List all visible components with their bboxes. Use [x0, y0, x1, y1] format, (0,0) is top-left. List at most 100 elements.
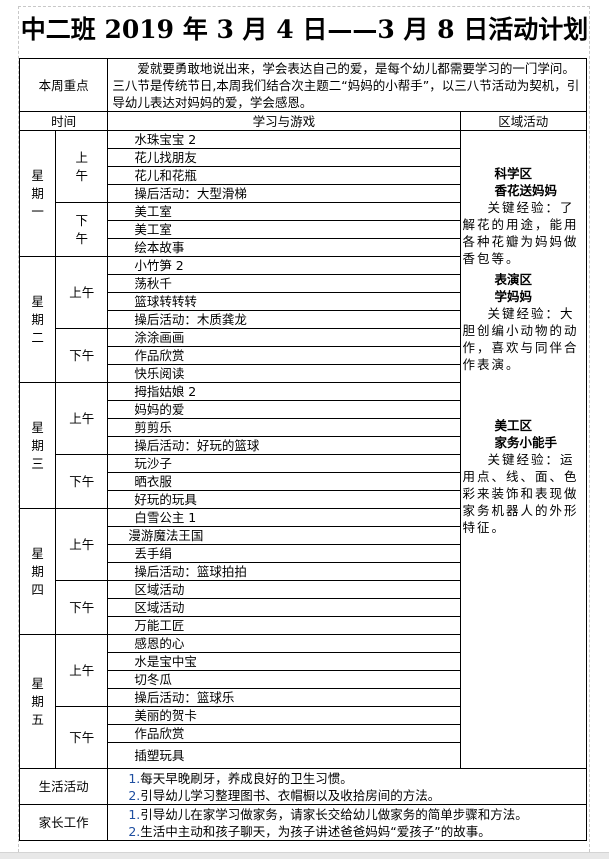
activity-cell: 丢手绢: [107, 544, 461, 563]
morning-cell: 上午: [55, 256, 109, 329]
activity-cell: 篮球转转转: [107, 292, 461, 311]
area-zone: 美工区: [494, 418, 533, 433]
table-row: 插塑玩具: [20, 742, 587, 769]
list-item: 2.生活中主动和孩子聊天，为孩子讲述爸爸妈妈“爱孩子”的故事。: [128, 823, 586, 840]
table-row: 下午 美工室: [20, 202, 587, 257]
list-item: 1.引导幼儿在家学习做家务，请家长交给幼儿做家务的简单步骤和方法。: [128, 806, 586, 823]
life-text: 1.每天早晚刷牙，养成良好的卫生习惯。 2.引导幼儿学习整理图书、衣帽橱以及收拾房…: [107, 768, 587, 805]
activity-cell: 拇指姑娘 2: [107, 382, 461, 401]
activity-cell: 白雪公主 1: [107, 508, 461, 527]
day-cell: 星期五: [18, 634, 57, 769]
activity-cell: 区域活动: [107, 580, 461, 599]
parents-label: 家长工作: [18, 804, 109, 841]
item-text: 引导幼儿学习整理图书、衣帽橱以及收拾房间的方法。: [140, 787, 441, 803]
table-row: 篮球转转转: [20, 292, 587, 311]
day-label: 星期三: [31, 419, 44, 471]
activity-cell: 美工室: [107, 202, 461, 221]
activity-cell: 荡秋千: [107, 274, 461, 293]
activity-cell: 漫游魔法王国: [107, 526, 461, 545]
activity-cell: 剪剪乐: [107, 418, 461, 437]
activity-cell: 操后活动：篮球拍拍: [107, 562, 461, 581]
area-experience: 关键经验：了解花的用途，能用各种花瓣为妈妈做香包等。: [462, 200, 579, 266]
item-text: 每天早晚刷牙，养成良好的卫生习惯。: [140, 770, 353, 786]
list-item: 2.引导幼儿学习整理图书、衣帽橱以及收拾房间的方法。: [128, 787, 586, 804]
morning-cell: 上午: [55, 130, 109, 203]
item-number: 1.: [128, 770, 141, 786]
morning-cell: 上午: [55, 382, 109, 455]
table-row: 星期三 上午 拇指姑娘 2: [18, 382, 587, 509]
time-label: 上午: [69, 411, 95, 426]
morning-cell: 上午: [55, 634, 109, 707]
area-experience: 关键经验：大胆创编小动物的动作，喜欢与同伴合作表演。: [462, 306, 579, 372]
time-label: 下午: [75, 212, 88, 246]
table-row: 花儿找朋友: [20, 148, 587, 167]
activity-cell: 花儿和花瓶: [107, 166, 461, 185]
afternoon-cell: 下午: [55, 328, 109, 383]
life-label: 生活活动: [18, 768, 109, 805]
day-cell: 星期一: [18, 130, 57, 257]
day-label: 星期一: [31, 167, 44, 219]
page-title: 中二班 2019 年 3 月 4 日——3 月 8 日活动计划: [20, 15, 589, 44]
header-row: 时间 学习与游戏 区域活动: [18, 111, 588, 131]
life-activities-row: 生活活动 1.每天早晚刷牙，养成良好的卫生习惯。 2.引导幼儿学习整理图书、衣帽橱以…: [18, 768, 587, 805]
table-row: 星期一 上午 水珠宝宝 2 科学区 香花送妈妈 关键经验：了解花的用途，能用各种花瓣为妈妈…: [18, 130, 588, 769]
time-label: 上午: [75, 149, 88, 183]
header-area: 区域活动: [459, 111, 588, 131]
time-label: 下午: [69, 348, 95, 363]
item-number: 2.: [128, 823, 141, 839]
activity-plan-table: 本周重点 爱就要勇敢地说出来，学会表达自己的爱，是每个幼儿都需要学习的一门学问。…: [18, 58, 588, 841]
table-row: 下午 美丽的贺卡: [20, 706, 587, 769]
focus-row: 本周重点 爱就要勇敢地说出来，学会表达自己的爱，是每个幼儿都需要学习的一门学问。…: [18, 58, 587, 112]
area-experience: 关键经验：运用点、线、面、色彩来装饰和表现做家务机器人的外形特征。: [462, 452, 579, 535]
activity-cell: 花儿找朋友: [107, 148, 461, 167]
morning-cell: 上午: [55, 508, 109, 581]
activity-cell: 快乐阅读: [107, 364, 461, 383]
focus-text: 爱就要勇敢地说出来，学会表达自己的爱，是每个幼儿都需要学习的一门学问。三八节是传…: [107, 58, 587, 112]
afternoon-cell: 下午: [55, 202, 109, 257]
afternoon-cell: 下午: [55, 454, 109, 509]
table-row: 切冬瓜: [20, 670, 587, 689]
time-label: 上午: [69, 663, 95, 678]
item-number: 2.: [128, 787, 141, 803]
day-cell: 星期三: [18, 382, 57, 509]
item-text: 生活中主动和孩子聊天，为孩子讲述爸爸妈妈“爱孩子”的故事。: [140, 823, 491, 839]
activity-cell: 美丽的贺卡: [107, 706, 461, 725]
activity-cell: 操后活动：篮球乐: [107, 688, 461, 707]
header-activities: 学习与游戏: [107, 111, 461, 131]
table-row: 星期二 上午 小竹笋 2: [18, 256, 587, 383]
time-label: 上午: [69, 537, 95, 552]
time-label: 下午: [69, 474, 95, 489]
area-zone: 表演区: [494, 272, 533, 287]
activity-cell: 感恩的心: [107, 634, 461, 653]
area-activity: 家务小能手: [494, 435, 558, 450]
area-zone: 科学区: [494, 166, 533, 181]
activity-cell: 好玩的玩具: [107, 490, 461, 509]
day-cell: 星期二: [18, 256, 57, 383]
time-label: 下午: [69, 600, 95, 615]
table-row: 水是宝中宝: [20, 652, 587, 671]
activity-cell: 涂涂画画: [107, 328, 461, 347]
focus-label: 本周重点: [18, 58, 109, 112]
area-activity: 香花送妈妈: [494, 183, 558, 198]
list-item: 1.每天早晚刷牙，养成良好的卫生习惯。: [128, 770, 586, 787]
day-label: 星期二: [31, 293, 44, 345]
activity-cell: 妈妈的爱: [107, 400, 461, 419]
afternoon-cell: 下午: [55, 706, 109, 769]
activity-cell: 作品欣赏: [107, 346, 461, 365]
activity-cell: 操后活动：好玩的篮球: [107, 436, 461, 455]
activity-cell: 小竹笋 2: [107, 256, 461, 275]
activity-cell: 晒衣服: [107, 472, 461, 491]
time-label: 下午: [69, 730, 95, 745]
area-activity: 学妈妈: [494, 289, 533, 304]
parent-work-row: 家长工作 1.引导幼儿在家学习做家务，请家长交给幼儿做家务的简单步骤和方法。 2.生…: [18, 804, 587, 841]
activity-cell: 区域活动: [107, 598, 461, 617]
day-cell: 星期四: [18, 508, 57, 635]
activity-cell: 插塑玩具: [107, 742, 461, 769]
header-time: 时间: [18, 111, 109, 131]
table-row: 操后活动：篮球拍拍: [20, 562, 587, 581]
activity-cell: 操后活动：木质龚龙: [107, 310, 461, 329]
day-label: 星期五: [31, 675, 44, 727]
item-text: 引导幼儿在家学习做家务，请家长交给幼儿做家务的简单步骤和方法。: [140, 806, 528, 822]
table-row: 星期四 上午 白雪公主 1: [18, 508, 587, 635]
activity-cell: 万能工匠: [107, 616, 461, 635]
